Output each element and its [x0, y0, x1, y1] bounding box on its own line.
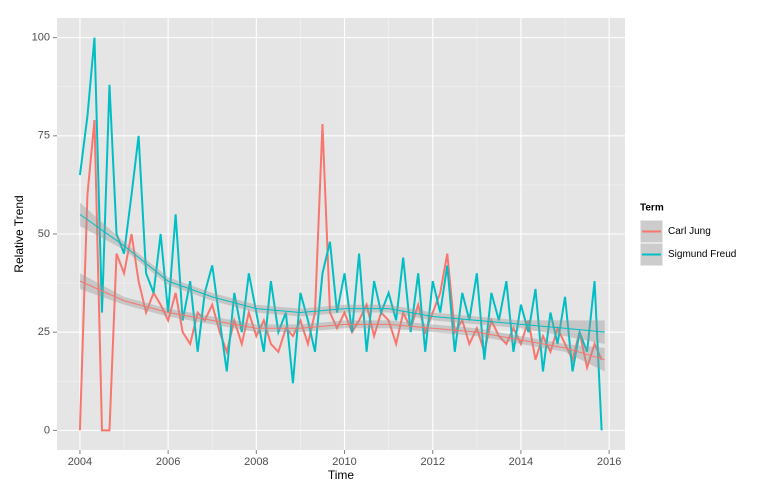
- legend-label: Carl Jung: [668, 226, 711, 237]
- legend-title: Term: [640, 203, 664, 214]
- x-tick-label: 2010: [332, 456, 356, 468]
- confidence-band: [79, 202, 605, 344]
- series-line: [78, 120, 603, 432]
- series-line: [78, 37, 603, 431]
- y-tick-label: 0: [44, 424, 50, 436]
- smooth-line: [79, 280, 605, 361]
- legend-label: Sigmund Freud: [668, 249, 736, 260]
- x-axis-title: Time: [328, 468, 355, 482]
- x-tick-label: 2006: [156, 456, 180, 468]
- x-tick-label: 2008: [244, 456, 268, 468]
- x-tick-label: 2012: [420, 456, 444, 468]
- confidence-band: [79, 273, 605, 372]
- smooth-line: [79, 213, 605, 333]
- x-tick-label: 2014: [509, 456, 533, 468]
- y-tick-label: 100: [32, 32, 50, 44]
- x-tick-label: 2016: [597, 456, 621, 468]
- y-tick-label: 25: [38, 326, 50, 338]
- y-tick-label: 50: [38, 228, 50, 240]
- y-tick-label: 75: [38, 130, 50, 142]
- x-tick-label: 2004: [68, 456, 92, 468]
- y-axis-title: Relative Trend: [12, 195, 26, 272]
